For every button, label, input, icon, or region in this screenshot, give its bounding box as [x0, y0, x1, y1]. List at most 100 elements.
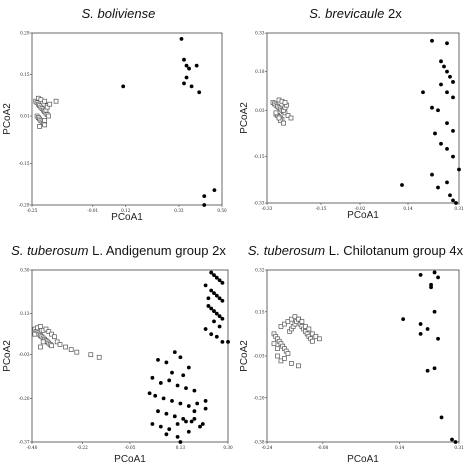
y-axis-label: PCoA2 [2, 103, 13, 135]
data-point-circle [170, 370, 174, 375]
y-tick-label: -0.15 [254, 154, 265, 159]
x-tick-label: -0.05 [125, 445, 136, 450]
data-point-square [54, 339, 60, 345]
data-point-circle [220, 298, 225, 303]
data-point-circle [172, 414, 177, 419]
x-tick-label: -0.01 [87, 208, 98, 213]
x-axis-label: PCoA1 [347, 454, 379, 465]
data-point-circle [156, 409, 160, 414]
y-tick-label: 0.18 [255, 69, 265, 74]
data-point-circle [186, 404, 191, 408]
data-point-circle [175, 383, 180, 388]
data-point-square [43, 326, 49, 332]
data-point-circle [181, 416, 186, 421]
data-point-square [49, 331, 54, 337]
data-point-circle [418, 273, 423, 277]
x-tick-label: 0.14 [403, 206, 413, 211]
data-point-circle [203, 327, 208, 331]
data-point-square [42, 98, 48, 104]
data-point-square [296, 363, 301, 369]
data-point-circle [214, 311, 219, 316]
data-point-circle [429, 285, 433, 290]
chart-panel-4: S. tuberosum L. Chilotanum group 4x -0.2… [237, 237, 474, 474]
data-point-circle [189, 84, 194, 89]
data-point-circle [200, 422, 205, 426]
data-point-square [74, 349, 80, 355]
data-point-square [275, 353, 280, 359]
x-axis-label: PCoA1 [347, 210, 379, 221]
data-point-circle [214, 293, 219, 298]
data-point-circle [202, 194, 207, 199]
data-point-circle [220, 339, 225, 344]
data-point-circle [445, 69, 449, 74]
data-point-square [42, 118, 48, 123]
data-point-square [96, 354, 102, 360]
data-point-square [46, 329, 52, 334]
data-point-circle [439, 59, 443, 64]
data-point-square [44, 104, 50, 110]
data-point-square [310, 331, 315, 337]
data-point-circle [418, 322, 423, 326]
data-point-circle [150, 375, 155, 380]
data-point-circle [220, 316, 225, 321]
data-point-circle [212, 273, 216, 278]
data-point-circle [425, 368, 430, 373]
data-point-circle [203, 399, 208, 403]
data-point-circle [158, 424, 163, 429]
x-axis-label: PCoA1 [114, 454, 146, 465]
data-point-square [42, 122, 48, 128]
data-point-circle [454, 201, 458, 205]
data-point-circle [182, 81, 186, 86]
data-point-square [40, 339, 46, 345]
data-point-circle [430, 172, 434, 177]
data-point-square [310, 338, 315, 344]
y-tick-label: 0.13 [20, 311, 30, 316]
x-tick-label: -0.25 [27, 208, 38, 213]
data-point-circle [445, 41, 449, 46]
chart-panel-3: S. tuberosum L. Andigenum group 2x -0.40… [0, 237, 237, 474]
data-point-circle [439, 82, 443, 87]
data-point-square [47, 101, 53, 107]
scatter-plot-4: -0.24 -0.08 0.14 0.31 0.32 0.15 -0.03 -0.20 -0.3… [239, 268, 464, 466]
data-point-square [88, 352, 94, 358]
data-point-circle [214, 334, 219, 339]
data-point-square [271, 341, 277, 347]
data-point-square [38, 324, 43, 329]
plot-frame [31, 32, 223, 206]
data-point-circle [212, 309, 216, 313]
data-point-circle [202, 203, 207, 207]
data-point-circle [164, 432, 169, 437]
data-point-square [296, 316, 301, 322]
x-tick-label: 0.31 [454, 206, 464, 211]
data-point-circle [433, 131, 437, 136]
data-point-circle [187, 66, 191, 71]
data-point-circle [451, 95, 455, 100]
y-axis-label: PCoA2 [239, 340, 250, 372]
data-point-circle [439, 415, 444, 420]
data-point-square [37, 124, 42, 129]
data-point-circle [172, 350, 177, 355]
data-point-circle [203, 406, 208, 411]
data-point-circle [167, 378, 172, 383]
data-point-square [38, 97, 44, 103]
data-point-circle [175, 434, 180, 439]
data-point-circle [436, 185, 440, 190]
data-point-circle [195, 401, 200, 406]
data-point-square [281, 120, 286, 126]
data-point-circle [206, 304, 211, 308]
data-point-circle [439, 141, 443, 146]
data-point-circle [209, 306, 214, 311]
y-tick-label: -0.33 [254, 201, 265, 206]
y-tick-label: -0.29 [19, 203, 30, 208]
y-tick-label: -0.03 [19, 352, 30, 357]
data-point-circle [150, 422, 155, 426]
data-point-circle [164, 411, 169, 416]
data-point-square [52, 334, 57, 340]
data-point-circle [217, 296, 222, 301]
x-tick-label: -0.40 [27, 445, 38, 450]
data-point-circle [209, 270, 214, 275]
data-point-circle [436, 275, 440, 280]
y-tick-label: 0.33 [255, 31, 265, 36]
y-tick-label: 0.15 [255, 309, 265, 314]
data-point-square [299, 319, 305, 324]
